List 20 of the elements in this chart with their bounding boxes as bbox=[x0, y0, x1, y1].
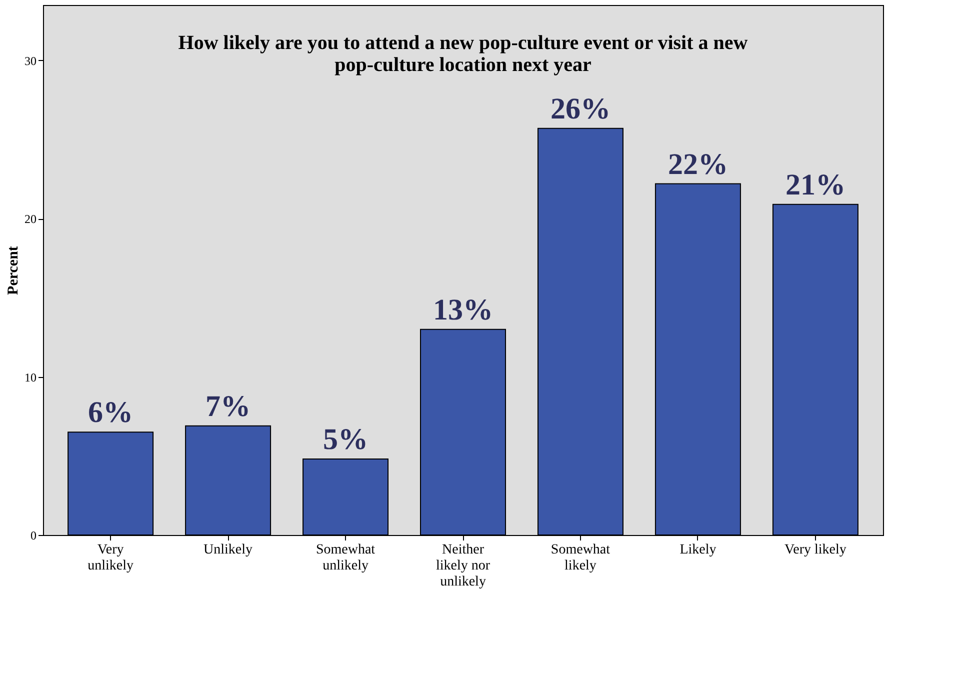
y-tick-label: 30 bbox=[24, 54, 36, 68]
x-tick-label: Very likely bbox=[784, 542, 846, 558]
y-axis-title: Percent bbox=[6, 246, 22, 295]
x-tick-label: Neither likely nor unlikely bbox=[436, 542, 490, 590]
data-label: 13% bbox=[433, 293, 493, 326]
text: How likely are you to attend a new pop-culture event or visit a new pop-culture location next year bbox=[178, 32, 748, 76]
x-tick-label: Unlikely bbox=[204, 542, 253, 558]
x-tick-label: Somewhat unlikely bbox=[316, 542, 376, 574]
y-tick-label: 10 bbox=[24, 370, 36, 384]
data-label: 6% bbox=[88, 396, 134, 430]
data-label: 7% bbox=[206, 390, 251, 423]
x-tick-label: Likely bbox=[680, 542, 716, 558]
x-tick-label: Very unlikely bbox=[88, 542, 134, 574]
x-tick-label: Somewhat likely bbox=[550, 542, 610, 574]
y-tick-label: 20 bbox=[24, 212, 36, 226]
y-tick-label: 0 bbox=[30, 528, 36, 542]
data-label: 21% bbox=[785, 168, 846, 202]
data-label: 26% bbox=[550, 92, 610, 126]
data-label: 5% bbox=[323, 423, 368, 456]
data-label: 22% bbox=[668, 148, 728, 181]
